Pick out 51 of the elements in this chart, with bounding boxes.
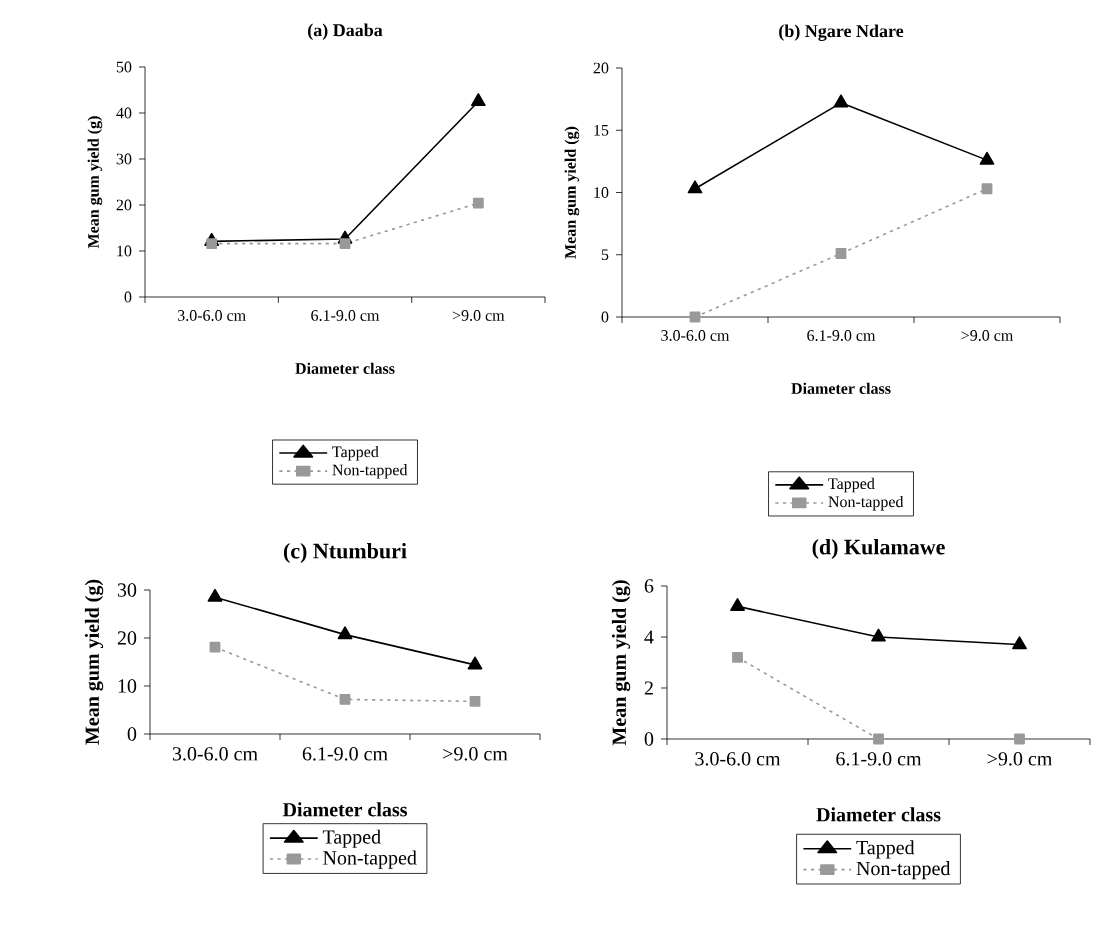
legend-label: Tapped bbox=[828, 477, 875, 493]
legend-label: Non-tapped bbox=[323, 850, 417, 869]
y-tick-label: 30 bbox=[116, 153, 132, 165]
y-tick-label: 10 bbox=[594, 187, 609, 198]
x-tick-label: 3.0-6.0 cm bbox=[172, 747, 258, 761]
y-axis-title: Mean gum yield (g) bbox=[564, 126, 580, 259]
y-tick-label: 30 bbox=[117, 583, 137, 597]
y-axis-title: Mean gum yield (g) bbox=[87, 116, 103, 249]
y-tick-label: 10 bbox=[118, 679, 137, 693]
legend-label: Non-tapped bbox=[828, 495, 904, 511]
x-tick-label: >9.0 cm bbox=[443, 747, 508, 761]
y-axis-title: Mean gum yield (g) bbox=[611, 580, 631, 746]
y-tick-label: 20 bbox=[117, 631, 137, 645]
chart-title: (d) Kulamawe bbox=[812, 539, 945, 559]
y-tick-label: 50 bbox=[116, 61, 132, 73]
y-tick-label: 20 bbox=[116, 199, 132, 211]
legend-label: Tapped bbox=[322, 829, 381, 848]
legend-label: Non-tapped bbox=[856, 861, 951, 880]
legend-label: Tapped bbox=[856, 840, 915, 859]
x-tick-label: 3.0-6.0 cm bbox=[177, 310, 246, 321]
y-tick-label: 10 bbox=[117, 245, 132, 257]
x-tick-label: 6.1-9.0 cm bbox=[836, 752, 922, 766]
chart-title: (a) Daaba bbox=[308, 23, 383, 40]
x-tick-label: >9.0 cm bbox=[961, 330, 1014, 341]
y-tick-label: 6 bbox=[644, 579, 654, 593]
y-tick-label: 2 bbox=[644, 681, 653, 695]
chart-title: (c) Ntumburi bbox=[283, 543, 407, 563]
legend-label: Tapped bbox=[332, 445, 379, 461]
x-axis-title: Diameter class bbox=[295, 362, 395, 374]
x-tick-label: 6.1-9.0 cm bbox=[302, 747, 388, 761]
y-tick-label: 4 bbox=[644, 630, 654, 644]
y-tick-label: 5 bbox=[601, 249, 609, 261]
x-tick-label: 6.1-9.0 cm bbox=[807, 330, 876, 341]
y-tick-label: 20 bbox=[593, 62, 609, 74]
y-tick-label: 0 bbox=[127, 727, 137, 741]
x-tick-label: >9.0 cm bbox=[987, 752, 1053, 766]
chart-title: (b) Ngare Ndare bbox=[779, 24, 904, 41]
y-tick-label: 0 bbox=[644, 732, 654, 746]
x-axis-title: Diameter class bbox=[282, 802, 408, 817]
y-tick-label: 40 bbox=[116, 107, 132, 119]
x-tick-label: >9.0 cm bbox=[452, 310, 505, 321]
y-tick-label: 15 bbox=[594, 124, 609, 136]
x-axis-title: Diameter class bbox=[816, 807, 941, 822]
x-tick-label: 3.0-6.0 cm bbox=[695, 752, 781, 766]
legend-label: Non-tapped bbox=[332, 464, 408, 479]
y-tick-label: 0 bbox=[124, 291, 132, 303]
x-axis-title: Diameter class bbox=[791, 382, 891, 394]
y-tick-label: 0 bbox=[601, 311, 609, 323]
x-tick-label: 6.1-9.0 cm bbox=[311, 310, 380, 321]
x-tick-label: 3.0-6.0 cm bbox=[661, 330, 730, 341]
y-axis-title: Mean gum yield (g) bbox=[84, 579, 104, 745]
